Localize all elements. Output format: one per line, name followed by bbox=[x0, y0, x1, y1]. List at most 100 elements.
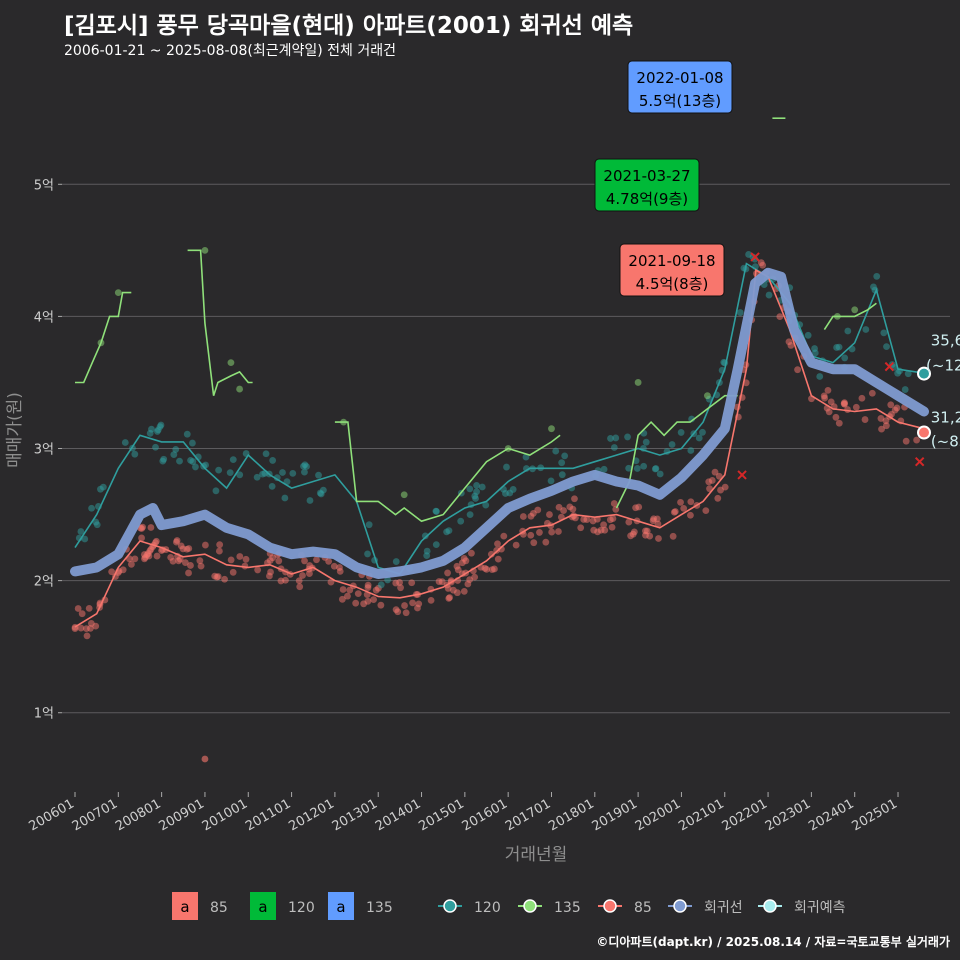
transaction-point bbox=[392, 579, 400, 587]
transaction-point bbox=[627, 532, 635, 540]
transaction-point bbox=[827, 398, 835, 406]
transaction-point bbox=[561, 452, 569, 460]
transaction-point bbox=[397, 584, 404, 592]
transaction-point bbox=[851, 306, 859, 314]
transaction-point bbox=[401, 602, 408, 609]
transaction-point bbox=[402, 609, 410, 617]
transaction-point bbox=[226, 469, 234, 477]
legend-key-box bbox=[328, 892, 354, 920]
transaction-point bbox=[172, 538, 180, 546]
x-tick-label: 202001 bbox=[633, 796, 683, 834]
transaction-point bbox=[877, 415, 885, 422]
x-axis-title: 거래년월 bbox=[505, 845, 568, 865]
transaction-point bbox=[473, 481, 480, 489]
transaction-point bbox=[668, 441, 676, 448]
transaction-point bbox=[893, 404, 901, 412]
transaction-point bbox=[600, 465, 608, 473]
x-tick-label: 201601 bbox=[460, 796, 510, 834]
transaction-point bbox=[635, 503, 643, 511]
transaction-point bbox=[301, 468, 308, 476]
transaction-point bbox=[736, 309, 744, 316]
transaction-point bbox=[344, 592, 351, 600]
transaction-point bbox=[446, 594, 454, 601]
transaction-point bbox=[500, 532, 508, 540]
transaction-point bbox=[669, 532, 677, 540]
transaction-point bbox=[555, 528, 562, 535]
transaction-point bbox=[852, 403, 860, 411]
x-tick-label: 200901 bbox=[156, 796, 206, 834]
transaction-point bbox=[81, 535, 89, 543]
transaction-point bbox=[131, 450, 139, 458]
transaction-point bbox=[824, 386, 832, 394]
transaction-point bbox=[711, 468, 719, 476]
transaction-point bbox=[552, 447, 560, 455]
transaction-point bbox=[688, 415, 696, 423]
transaction-point bbox=[364, 581, 372, 589]
transaction-point bbox=[275, 557, 283, 565]
transaction-point bbox=[299, 572, 306, 579]
y-tick-label: 2억 bbox=[34, 575, 54, 590]
transaction-point bbox=[462, 557, 470, 565]
transaction-point bbox=[138, 534, 145, 542]
transaction-point bbox=[277, 577, 285, 585]
transaction-point bbox=[702, 507, 710, 515]
y-tick-label: 4억 bbox=[34, 310, 54, 325]
transaction-point bbox=[172, 446, 180, 453]
end-point bbox=[917, 425, 932, 440]
annotation-price: 5.5억(13층) bbox=[639, 92, 721, 110]
end-label-value: 31,212 bbox=[931, 409, 960, 427]
transaction-point bbox=[213, 573, 221, 581]
transaction-point bbox=[804, 331, 812, 339]
transaction-point bbox=[352, 599, 360, 607]
legend-label: 회귀예측 bbox=[794, 900, 846, 916]
series-line-135 bbox=[334, 421, 561, 523]
legend-key-dot bbox=[443, 899, 457, 913]
transaction-point bbox=[147, 524, 155, 531]
transaction-point bbox=[93, 521, 101, 529]
x-tick-label: 202101 bbox=[676, 796, 726, 834]
transaction-point bbox=[825, 408, 833, 416]
transaction-point bbox=[415, 600, 423, 608]
legend-label: 85 bbox=[634, 900, 652, 916]
transaction-point bbox=[432, 507, 440, 515]
transaction-point bbox=[904, 370, 912, 378]
legend-label: 85 bbox=[210, 900, 228, 916]
transaction-point bbox=[236, 385, 244, 393]
transaction-point bbox=[176, 457, 183, 465]
transaction-point bbox=[677, 429, 685, 436]
transaction-point bbox=[715, 472, 723, 480]
transaction-point bbox=[97, 485, 104, 493]
transaction-point bbox=[119, 566, 127, 574]
transaction-point bbox=[77, 528, 85, 535]
annotation-markers bbox=[737, 252, 925, 480]
transaction-point bbox=[699, 428, 706, 436]
x-tick-label: 201201 bbox=[286, 796, 336, 834]
transaction-point bbox=[512, 541, 520, 549]
transaction-point bbox=[494, 555, 502, 563]
transaction-point bbox=[468, 549, 475, 557]
transaction-point bbox=[453, 589, 461, 597]
transaction-point bbox=[844, 327, 852, 335]
transaction-point bbox=[757, 259, 765, 267]
transaction-point bbox=[488, 566, 496, 574]
transaction-point bbox=[175, 557, 183, 565]
transaction-point bbox=[536, 529, 543, 536]
transaction-point bbox=[189, 439, 196, 447]
transaction-point bbox=[453, 562, 461, 570]
annotation-date: 2022-01-08 bbox=[636, 69, 723, 87]
annotation-price: 4.5억(8층) bbox=[636, 275, 709, 293]
transaction-point bbox=[873, 272, 881, 280]
x-tick-label: 201701 bbox=[503, 796, 553, 834]
transaction-point bbox=[878, 425, 885, 433]
series-lines bbox=[70, 117, 929, 628]
transaction-point bbox=[625, 464, 633, 472]
transaction-point bbox=[201, 755, 209, 763]
transaction-point bbox=[887, 401, 895, 409]
transaction-point bbox=[262, 450, 270, 458]
transaction-point bbox=[466, 485, 474, 493]
transaction-point bbox=[714, 494, 722, 502]
transaction-point bbox=[254, 566, 262, 574]
annotation-date: 2021-09-18 bbox=[628, 252, 715, 270]
recent-marker bbox=[914, 457, 925, 467]
transaction-point bbox=[570, 512, 578, 520]
